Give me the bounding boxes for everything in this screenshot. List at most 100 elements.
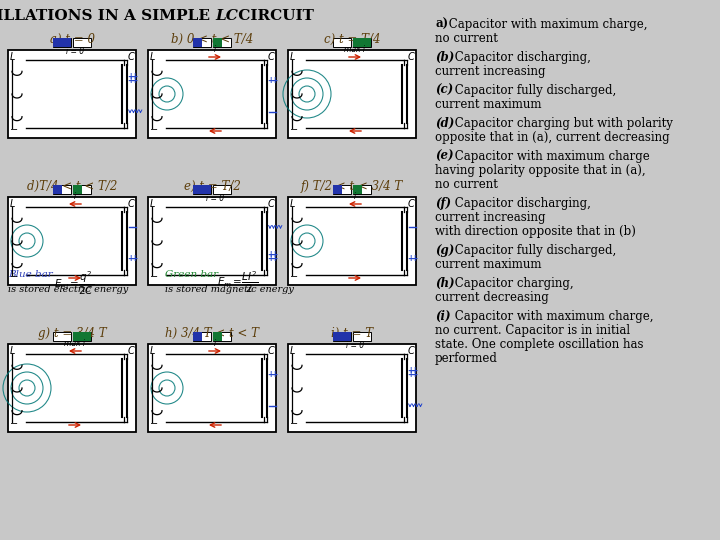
Text: $E_{el}=\!\dfrac{q^2}{2C}$: $E_{el}=\!\dfrac{q^2}{2C}$ [54,270,94,297]
Text: current maximum: current maximum [435,98,541,111]
Bar [193,38,202,47]
Text: opposite that in (a), current decreasing: opposite that in (a), current decreasing [435,131,670,144]
Bar [73,38,91,47]
Bar [213,38,231,47]
Bar [148,344,276,432]
Text: C: C [127,52,134,62]
Text: i = 0: i = 0 [346,341,364,350]
Bar [193,38,211,47]
Text: (e): (e) [435,150,454,163]
Bar [213,38,222,47]
Text: −: − [10,125,18,135]
Bar [333,332,351,341]
Text: Capacitor discharging,: Capacitor discharging, [451,197,590,210]
Bar [73,185,91,194]
Text: +: + [407,254,413,263]
Bar [73,332,91,341]
Bar [8,344,136,432]
Text: current maximum: current maximum [435,258,541,271]
Text: STAGES OF THE OSCILLATIONS IN A SIMPLE: STAGES OF THE OSCILLATIONS IN A SIMPLE [0,9,215,23]
Text: L: L [150,52,156,62]
Bar [193,185,211,194]
Bar [333,185,342,194]
Text: e) t = T/2: e) t = T/2 [184,180,240,193]
Bar [213,185,231,194]
Text: is stored magnetic energy: is stored magnetic energy [165,285,294,294]
Text: f) T/2 < t < 3/4 T: f) T/2 < t < 3/4 T [301,180,403,193]
Text: +: + [131,254,137,263]
Text: Capacitor discharging,: Capacitor discharging, [451,51,590,64]
Text: Capacitor fully discharged,: Capacitor fully discharged, [451,244,616,257]
Text: +: + [411,370,417,379]
Text: L: L [290,199,295,209]
Bar [353,185,362,194]
Bar [53,185,71,194]
Text: i: i [354,192,356,201]
Bar [73,185,82,194]
Text: +: + [411,366,417,375]
Text: (i): (i) [435,310,451,323]
Text: (h): (h) [435,277,454,290]
Bar [353,185,371,194]
Text: C: C [127,199,134,209]
Text: −: − [290,419,298,429]
Text: +: + [267,76,273,85]
Text: L: L [10,346,15,356]
Text: Capacitor charging,: Capacitor charging, [451,277,573,290]
Text: a) t = 0: a) t = 0 [50,33,94,46]
Bar [8,50,136,138]
Text: +: + [271,250,277,259]
Text: L: L [290,346,295,356]
Text: +: + [127,76,133,85]
Text: max i: max i [344,45,366,54]
Text: −: − [150,419,158,429]
Text: with direction opposite that in (b): with direction opposite that in (b) [435,225,636,238]
Text: (c): (c) [435,84,453,97]
Bar [353,38,371,47]
Text: Capacitor fully discharged,: Capacitor fully discharged, [451,84,616,97]
Text: C: C [267,52,274,62]
Text: i: i [214,45,216,54]
Text: current decreasing: current decreasing [435,291,549,304]
Text: no current: no current [435,32,498,45]
Text: C: C [408,199,414,209]
Text: −: − [290,125,298,135]
Bar [288,50,416,138]
Text: +: + [271,370,277,379]
Text: L: L [10,199,15,209]
Text: +: + [267,250,273,259]
Text: i = 0: i = 0 [206,194,224,203]
Text: L: L [150,346,156,356]
Bar [53,38,71,47]
Text: +: + [407,370,413,379]
Bar [288,344,416,432]
Bar [353,332,371,341]
Text: Green bar: Green bar [165,270,218,279]
Text: +: + [267,370,273,379]
Text: Blue bar: Blue bar [8,270,53,279]
Text: no current: no current [435,178,498,191]
Text: L: L [290,52,295,62]
Text: C: C [267,199,274,209]
Bar [353,38,371,47]
Text: current increasing: current increasing [435,65,546,78]
Text: Capacitor with maximum charge,: Capacitor with maximum charge, [451,310,653,323]
Bar [148,50,276,138]
Text: (g): (g) [435,244,454,257]
Text: L: L [10,52,15,62]
Text: C: C [127,346,134,356]
Text: d)T/4 < t < T/2: d)T/4 < t < T/2 [27,180,117,193]
Bar [333,185,351,194]
Text: Capacitor with maximum charge,: Capacitor with maximum charge, [446,18,648,31]
Text: a): a) [435,18,448,31]
Text: $E_{m}=\!\dfrac{LI^2}{2}$: $E_{m}=\!\dfrac{LI^2}{2}$ [217,270,258,295]
Text: +: + [271,254,277,263]
Text: h) 3/4 T < t < T: h) 3/4 T < t < T [165,327,259,340]
Text: +: + [411,254,417,263]
Bar [73,332,91,341]
Text: −: − [10,419,18,429]
Text: i = 0: i = 0 [66,47,84,56]
Text: Capacitor with maximum charge: Capacitor with maximum charge [451,150,649,163]
Text: C: C [267,346,274,356]
Bar [213,332,231,341]
